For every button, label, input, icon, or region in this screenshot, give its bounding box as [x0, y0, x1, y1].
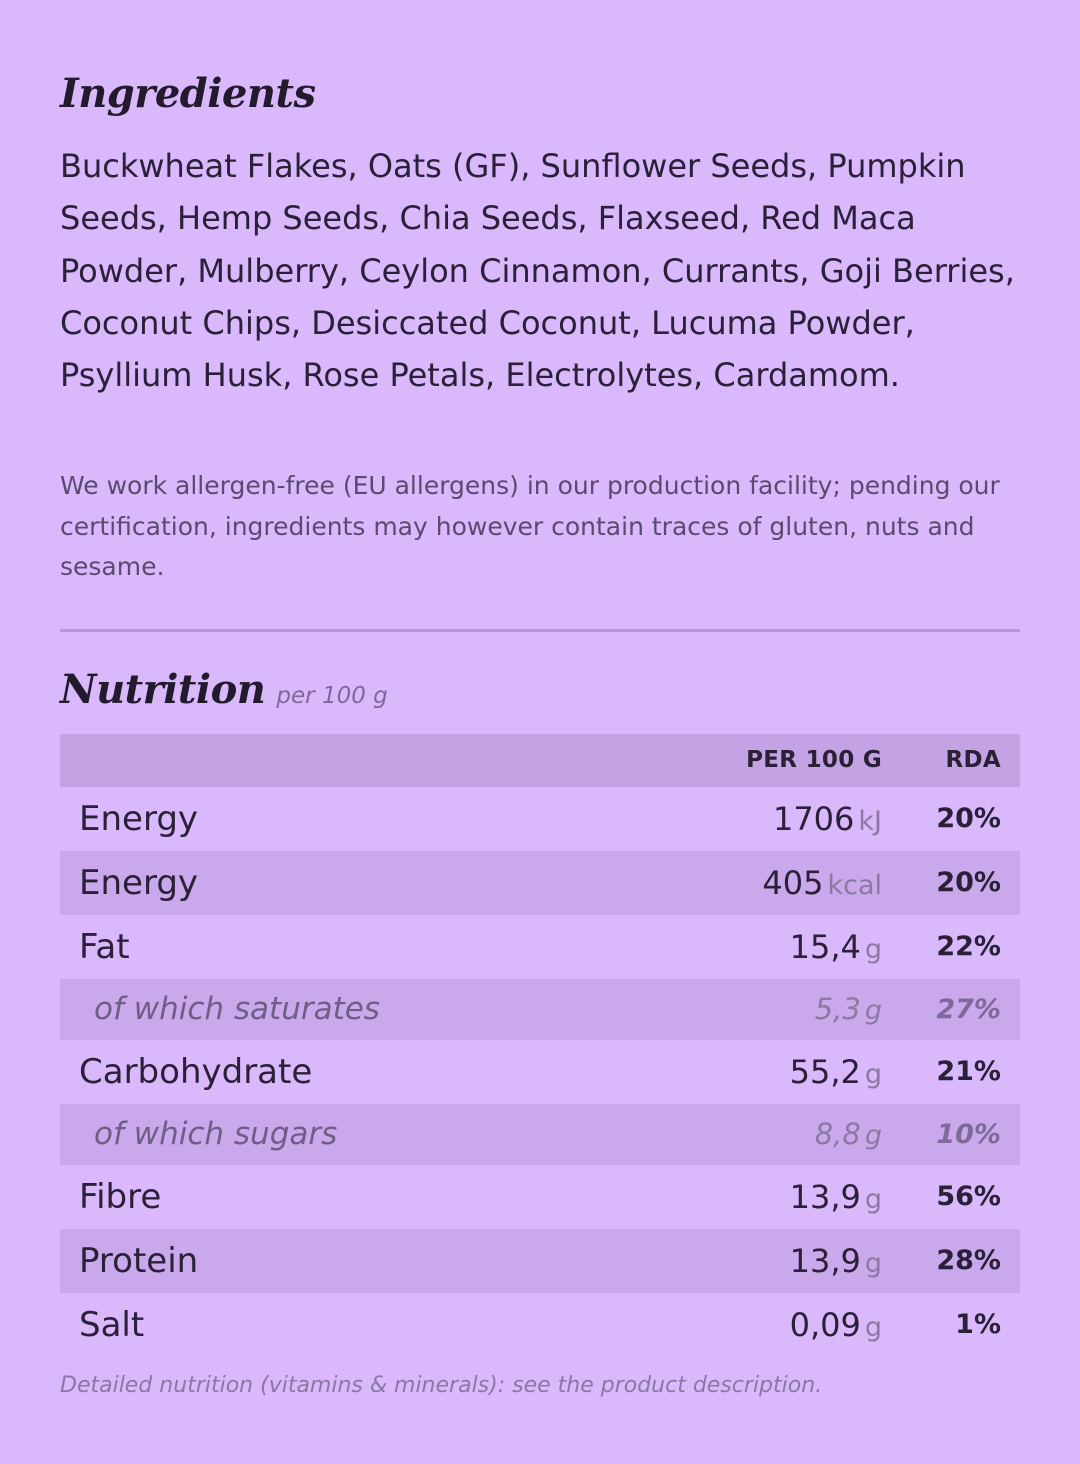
- table-row: of which sugars 8,8 g 10%: [60, 1104, 1020, 1165]
- ingredients-list: Buckwheat Flakes, Oats (GF), Sunflower S…: [60, 147, 1015, 395]
- table-row: Fat 15,4 g 22%: [60, 915, 1020, 979]
- allergen-note: We work allergen-free (EU allergens) in …: [60, 471, 1000, 581]
- table-header: PER 100 G RDA: [60, 734, 1020, 787]
- value-unit: g: [864, 995, 882, 1026]
- nutrition-header: Nutrition per 100 g: [60, 662, 388, 718]
- nutrient-rda: 27%: [936, 994, 1001, 1025]
- nutrient-name: Energy: [79, 863, 199, 903]
- table-row: Salt 0,09 g 1%: [60, 1293, 1020, 1357]
- nutrient-value: 15,4 g: [790, 915, 882, 982]
- section-divider: [60, 629, 1020, 632]
- table-row: Energy 1706 kJ 20%: [60, 787, 1020, 851]
- value-unit: kcal: [827, 870, 882, 901]
- table-row: of which saturates 5,3 g 27%: [60, 979, 1020, 1040]
- nutrient-rda: 1%: [955, 1309, 1001, 1340]
- nutrient-rda: 22%: [936, 931, 1001, 962]
- value-unit: g: [864, 1312, 882, 1343]
- nutrient-value: 13,9 g: [790, 1229, 882, 1296]
- nutrient-value: 1706 kJ: [773, 787, 882, 854]
- value-unit: g: [864, 1184, 882, 1215]
- value-number: 13,9: [789, 1242, 861, 1280]
- nutrient-value: 5,3 g: [815, 979, 882, 1041]
- value-unit: g: [864, 1059, 882, 1090]
- table-row: Fibre 13,9 g 56%: [60, 1165, 1020, 1229]
- ingredients-title: Ingredients: [60, 70, 316, 117]
- value-number: 55,2: [789, 1053, 861, 1091]
- nutrient-name: Fibre: [79, 1177, 162, 1217]
- table-row: Protein 13,9 g 28%: [60, 1229, 1020, 1293]
- value-unit: g: [864, 934, 882, 965]
- nutrient-name: of which saturates: [94, 991, 380, 1027]
- nutrition-footnote: Detailed nutrition (vitamins & minerals)…: [60, 1373, 823, 1398]
- value-number: 405: [762, 864, 824, 902]
- value-number: 8,8: [814, 1117, 861, 1151]
- value-unit: g: [864, 1248, 882, 1279]
- value-number: 1706: [772, 800, 855, 838]
- nutrient-rda: 20%: [936, 803, 1001, 834]
- nutrient-rda: 10%: [936, 1119, 1001, 1150]
- value-number: 15,4: [789, 928, 861, 966]
- table-row: Energy 405 kcal 20%: [60, 851, 1020, 915]
- nutrient-value: 405 kcal: [762, 851, 882, 918]
- nutrient-rda: 21%: [936, 1056, 1001, 1087]
- value-number: 13,9: [789, 1178, 861, 1216]
- nutrient-name: Fat: [79, 927, 130, 967]
- nutrition-table: PER 100 G RDA Energy 1706 kJ 20% Energy 4…: [60, 734, 1020, 1357]
- column-header-per-100g: PER 100 G: [746, 747, 882, 773]
- nutrient-value: 13,9 g: [790, 1165, 882, 1232]
- column-header-rda: RDA: [945, 747, 1001, 773]
- nutrition-title: Nutrition: [60, 666, 266, 713]
- nutrient-name: Energy: [79, 799, 199, 839]
- nutrient-name: Protein: [79, 1241, 199, 1281]
- value-unit: g: [864, 1120, 882, 1151]
- nutrient-value: 8,8 g: [815, 1104, 882, 1166]
- nutrient-name: of which sugars: [94, 1116, 338, 1152]
- nutrient-rda: 28%: [936, 1245, 1001, 1276]
- value-number: 5,3: [814, 992, 861, 1026]
- nutrient-rda: 20%: [936, 867, 1001, 898]
- nutrient-rda: 56%: [936, 1181, 1001, 1212]
- nutrient-value: 55,2 g: [790, 1040, 882, 1107]
- table-row: Carbohydrate 55,2 g 21%: [60, 1040, 1020, 1104]
- value-number: 0,09: [789, 1306, 861, 1344]
- nutrient-value: 0,09 g: [790, 1293, 882, 1360]
- nutrient-name: Carbohydrate: [79, 1052, 313, 1092]
- nutrient-name: Salt: [79, 1305, 145, 1345]
- value-unit: kJ: [858, 806, 882, 837]
- nutrition-subtitle: per 100 g: [276, 683, 388, 709]
